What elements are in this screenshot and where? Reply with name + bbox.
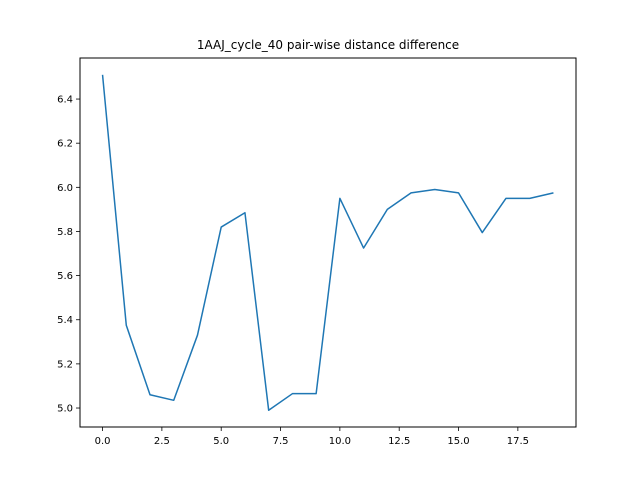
series-line <box>101 74 554 411</box>
y-tick-label: 5.6 <box>57 271 73 282</box>
y-tick-label: 5.2 <box>57 359 73 370</box>
x-tick-label: 2.5 <box>154 436 170 447</box>
x-axis: 0.0 2.5 5.0 7.5 10.0 12.5 15.0 17.5 <box>95 427 529 447</box>
y-tick-label: 6.4 <box>57 95 73 106</box>
x-tick-label: 0.0 <box>95 436 111 447</box>
plot-area: 0.0 2.5 5.0 7.5 10.0 12.5 15.0 17.5 5.05.25.45.… <box>57 57 577 447</box>
y-tick-label: 6.2 <box>57 139 73 150</box>
y-tick-label: 6.0 <box>57 183 73 194</box>
y-axis: 5.0 5.2 5.4 5.6 5.8 6.0 6.2 6.4 <box>57 95 80 415</box>
y-tick-label: 5.0 <box>57 404 73 415</box>
y-tick-label: 5.4 <box>57 315 73 326</box>
axes-frame <box>79 57 577 428</box>
x-tick-label: 5.0 <box>213 436 229 447</box>
x-tick-label: 10.0 <box>329 436 351 447</box>
x-tick-label: 12.5 <box>388 436 410 447</box>
x-tick-label: 7.5 <box>273 436 289 447</box>
chart-title: 1AAJ_cycle_40 pair-wise distance differe… <box>197 38 459 52</box>
y-tick-label: 5.8 <box>57 227 73 238</box>
x-tick-label: 17.5 <box>507 436 529 447</box>
x-tick-label: 15.0 <box>447 436 469 447</box>
